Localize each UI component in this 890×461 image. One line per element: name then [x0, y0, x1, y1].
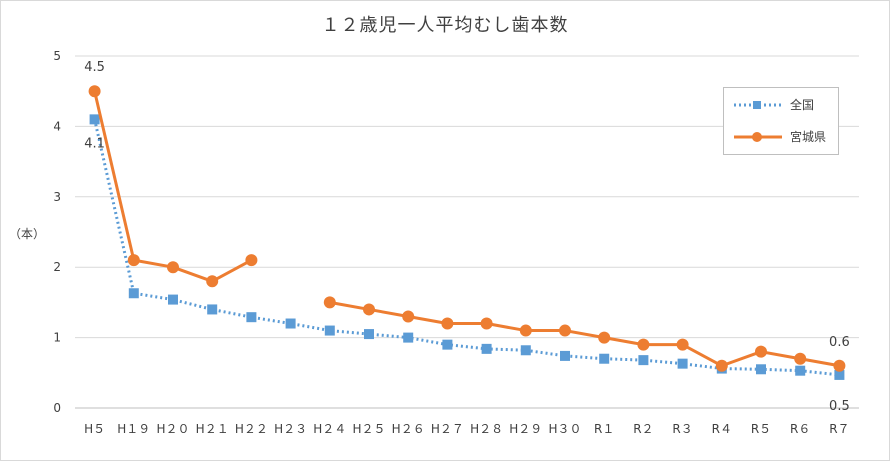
data-point-miyagi: [206, 275, 219, 288]
data-point-miyagi: [833, 359, 846, 372]
x-tick-label: H２９: [509, 422, 542, 436]
data-label: 4.5: [84, 60, 105, 75]
x-tick-label: H２８: [470, 422, 503, 436]
data-point-national: [795, 365, 806, 376]
x-tick-label: R７: [829, 422, 849, 436]
data-point-miyagi: [402, 310, 415, 323]
data-point-miyagi: [598, 331, 611, 344]
data-point-national: [756, 364, 766, 375]
x-tick-label: R５: [751, 422, 771, 436]
data-point-national: [168, 294, 178, 305]
data-point-miyagi: [559, 324, 571, 337]
x-tick-label: H２５: [352, 422, 385, 436]
legend-label-national: 全国: [790, 97, 815, 112]
data-point-national: [599, 353, 610, 364]
x-tick-label: R４: [712, 422, 732, 436]
y-axis-label: （本）: [9, 227, 46, 241]
x-tick-label: H３０: [548, 422, 581, 436]
data-point-miyagi: [167, 261, 179, 274]
data-point-national: [364, 329, 374, 340]
data-point-national: [324, 325, 335, 336]
data-point-miyagi: [323, 296, 336, 309]
y-tick-label: 3: [53, 190, 61, 204]
x-tick-label: H５: [84, 422, 105, 436]
data-point-miyagi: [480, 317, 493, 330]
series-line-0: [93, 119, 840, 377]
data-point-national: [403, 332, 414, 343]
legend-label-miyagi: 宮城県: [790, 129, 827, 144]
data-label: 0.6: [829, 335, 850, 350]
data-point-national: [207, 304, 218, 315]
data-point-miyagi: [127, 254, 140, 267]
y-tick-label: 0: [53, 401, 61, 415]
x-tick-label: H２６: [392, 422, 425, 436]
legend-swatch-miyagi: [732, 129, 784, 143]
legend-item-national: 全国: [732, 94, 814, 114]
data-point-national: [520, 345, 531, 356]
x-tick-label: R６: [790, 422, 810, 436]
x-tick-label: H２１: [196, 422, 229, 436]
data-point-national: [834, 369, 845, 380]
data-point-national: [677, 358, 688, 369]
legend: 全国 宮城県: [723, 87, 839, 155]
x-tick-label: R３: [672, 422, 692, 436]
series-line-1: [329, 300, 840, 368]
legend-item-miyagi: 宮城県: [732, 126, 826, 146]
data-point-miyagi: [715, 359, 728, 372]
x-tick-label: H２３: [274, 422, 307, 436]
x-tick-label: H２２: [235, 422, 268, 436]
data-point-national: [442, 339, 453, 350]
y-tick-label: 2: [53, 260, 61, 274]
x-tick-label: H２７: [431, 422, 464, 436]
data-point-miyagi: [676, 338, 689, 351]
data-point-miyagi: [519, 324, 532, 337]
data-point-national: [638, 355, 649, 366]
data-point-miyagi: [441, 317, 454, 330]
x-tick-label: R２: [633, 422, 653, 436]
x-tick-label: H２０: [156, 422, 189, 436]
data-point-national: [128, 288, 139, 299]
x-tick-label: H２４: [313, 422, 346, 436]
data-point-national: [481, 343, 492, 354]
data-point-miyagi: [245, 254, 258, 267]
data-point-national: [560, 350, 570, 361]
data-point-national: [89, 114, 100, 125]
y-tick-label: 1: [53, 331, 61, 345]
data-label: 4.1: [84, 136, 105, 151]
data-point-miyagi: [88, 85, 101, 98]
x-tick-label: R１: [594, 422, 614, 436]
data-point-national: [246, 312, 257, 323]
data-point-miyagi: [794, 352, 807, 365]
y-tick-label: 5: [53, 49, 61, 63]
legend-swatch-national: [732, 97, 784, 111]
data-point-miyagi: [637, 338, 650, 351]
x-tick-label: H１９: [117, 422, 150, 436]
data-point-miyagi: [755, 345, 767, 358]
data-point-national: [285, 318, 296, 329]
series-line-1: [93, 90, 253, 283]
chart-title: １２歳児一人平均むし歯本数: [321, 15, 569, 36]
data-label: 0.5: [829, 399, 850, 414]
y-tick-label: 4: [53, 119, 61, 133]
data-point-miyagi: [363, 303, 375, 316]
